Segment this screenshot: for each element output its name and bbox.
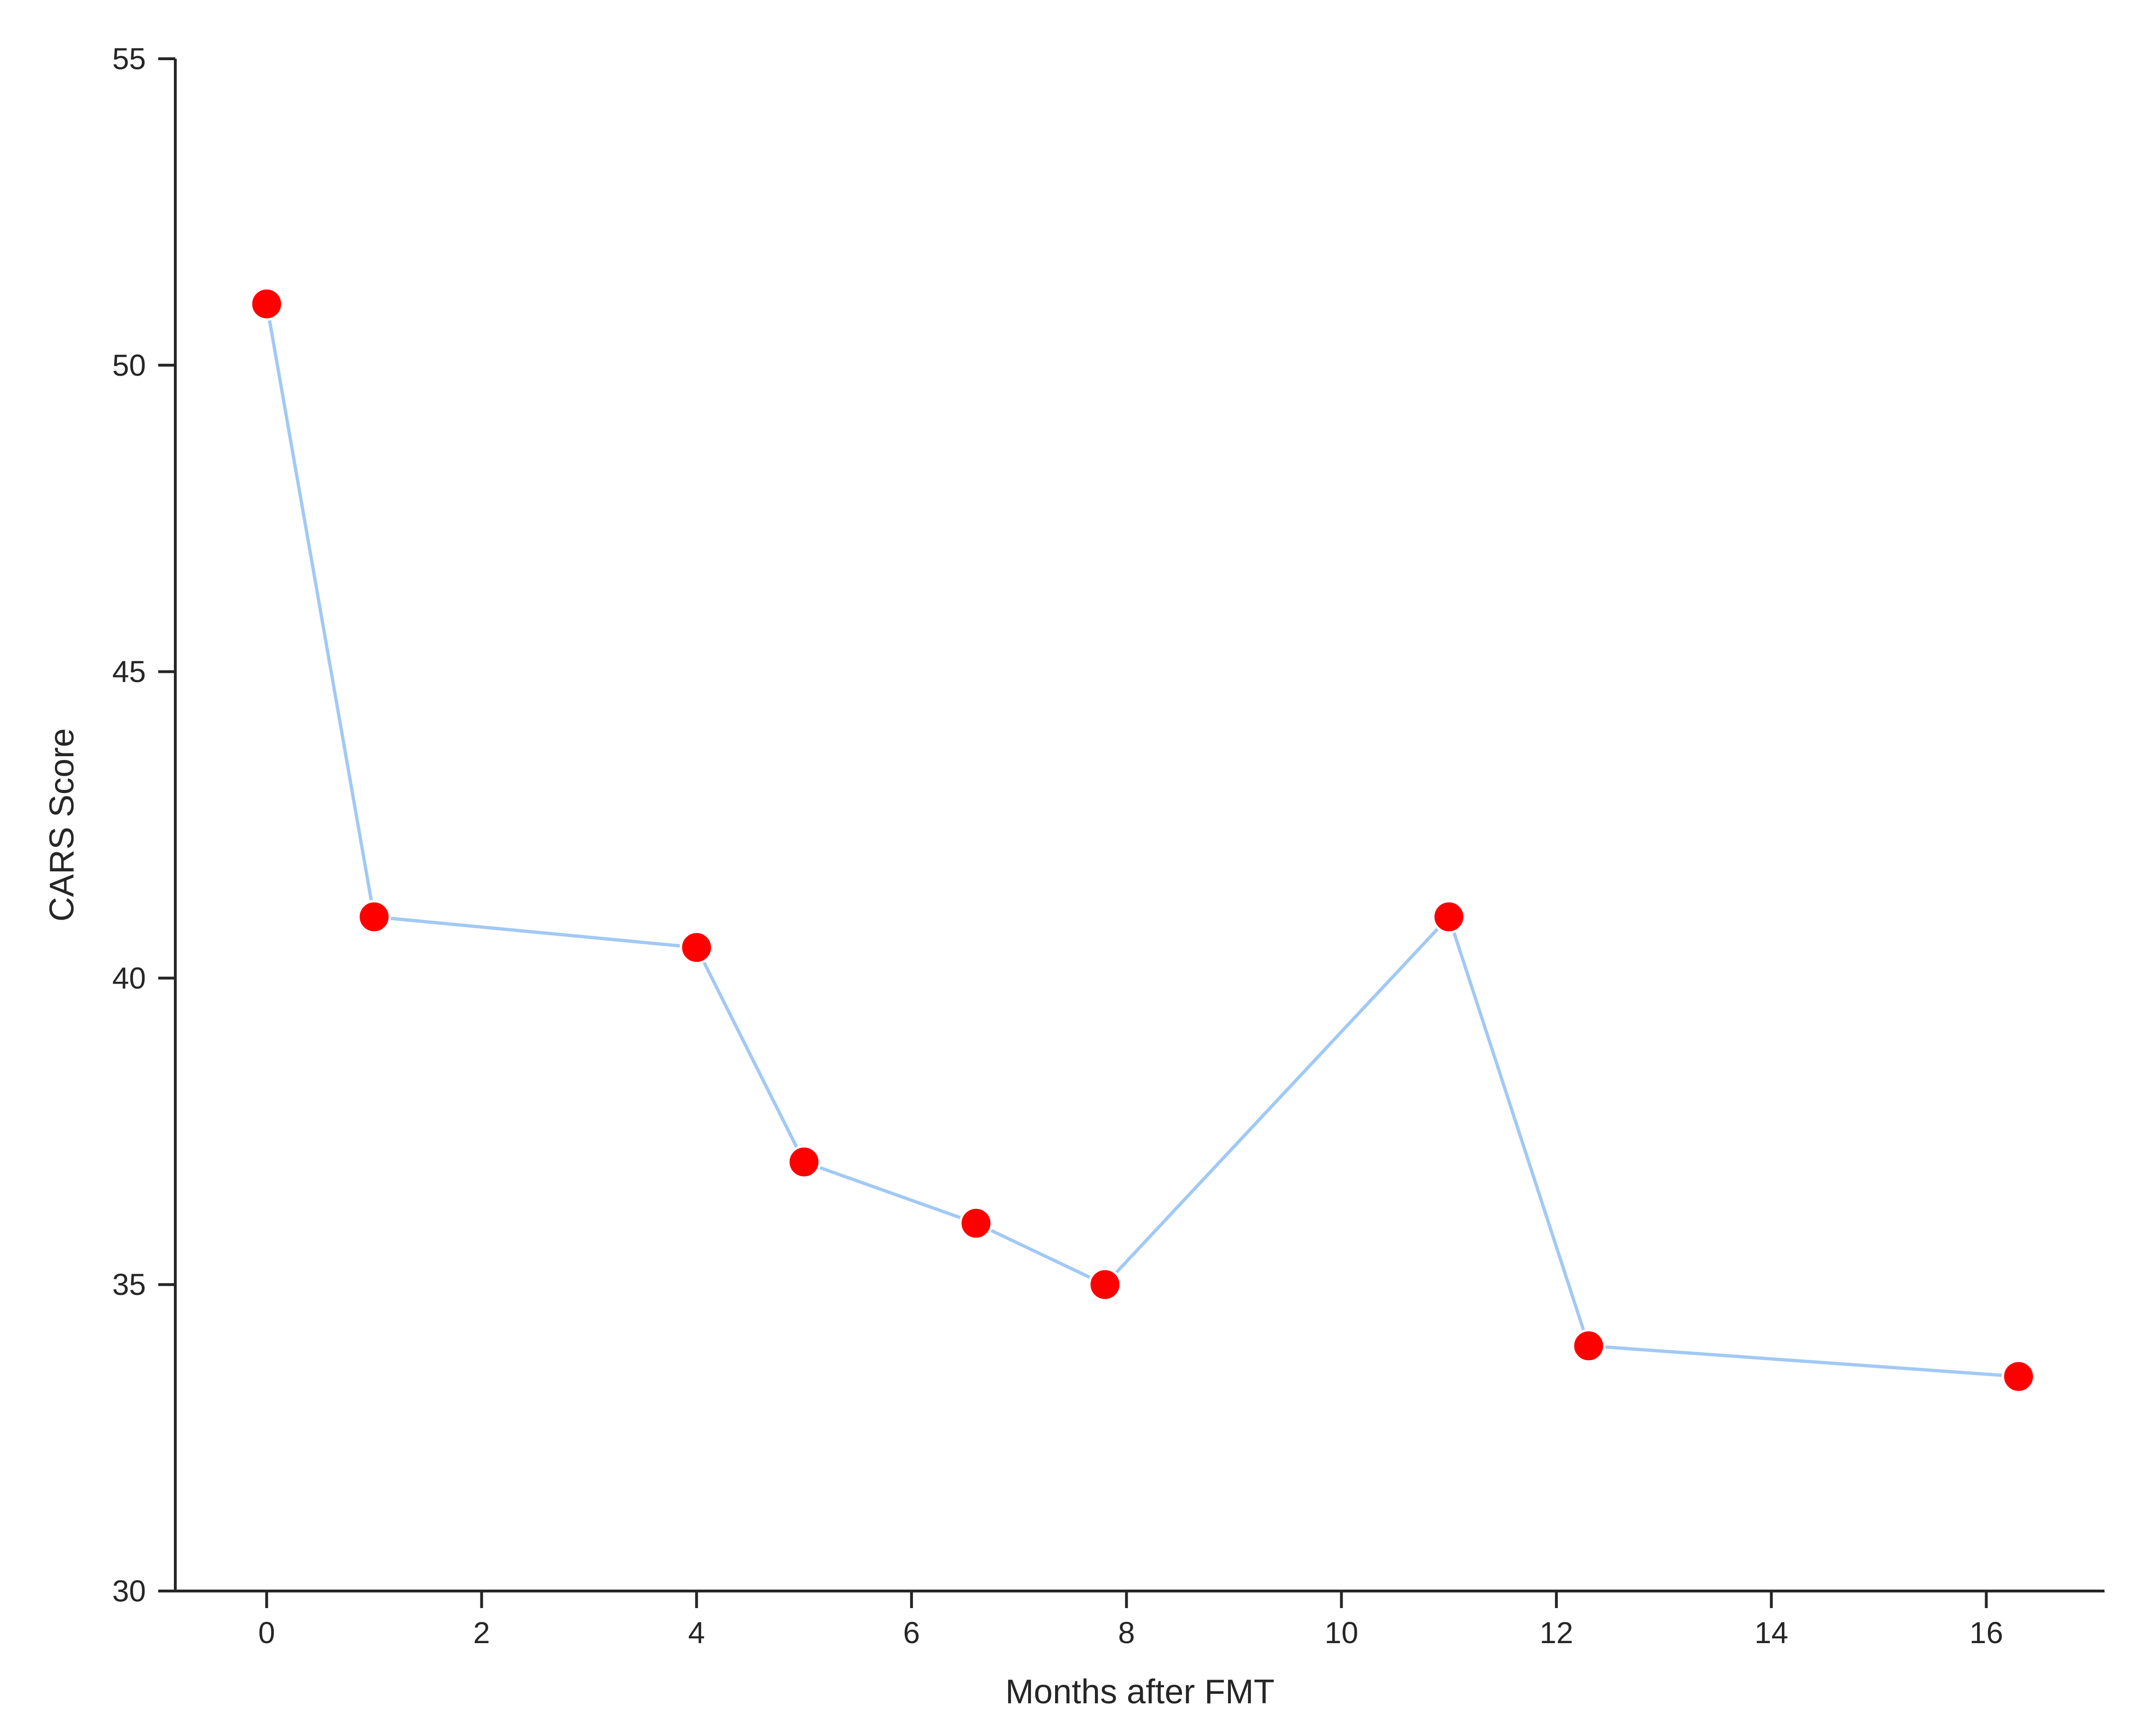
data-point xyxy=(679,931,714,965)
y-tick-label: 35 xyxy=(112,1267,146,1302)
y-tick-label: 55 xyxy=(112,42,146,76)
x-tick-label: 12 xyxy=(1539,1616,1573,1650)
y-axis-title: CARS Score xyxy=(43,728,81,922)
data-point xyxy=(1432,900,1466,934)
x-tick-label: 14 xyxy=(1754,1616,1788,1650)
data-point xyxy=(959,1206,993,1240)
series-markers xyxy=(250,287,2036,1393)
plot-area: 0 2 4 6 8 10 12 14 16 30 35 40 45 50 55 xyxy=(112,42,2105,1650)
x-tick-label: 8 xyxy=(1118,1616,1135,1650)
x-tick-label: 16 xyxy=(1969,1616,2003,1650)
x-axis-ticks: 0 2 4 6 8 10 12 14 16 xyxy=(258,1591,2003,1650)
series-lines xyxy=(265,303,2019,1378)
y-tick-label: 45 xyxy=(112,655,146,689)
y-tick-label: 40 xyxy=(112,961,146,995)
series-line xyxy=(265,303,2019,1378)
y-tick-label: 30 xyxy=(112,1574,146,1608)
data-point xyxy=(1572,1329,1606,1363)
x-tick-label: 4 xyxy=(688,1616,705,1650)
data-point xyxy=(2002,1359,2036,1393)
x-tick-label: 0 xyxy=(258,1616,275,1650)
x-axis-title: Months after FMT xyxy=(1005,1673,1274,1711)
y-tick-label: 50 xyxy=(112,348,146,382)
data-point xyxy=(250,287,284,321)
y-axis-ticks: 30 35 40 45 50 55 xyxy=(112,42,175,1608)
data-point xyxy=(1088,1267,1122,1302)
data-point xyxy=(787,1145,821,1179)
x-tick-label: 2 xyxy=(473,1616,490,1650)
data-point xyxy=(357,900,391,934)
x-tick-label: 6 xyxy=(903,1616,920,1650)
x-tick-label: 10 xyxy=(1325,1616,1358,1650)
